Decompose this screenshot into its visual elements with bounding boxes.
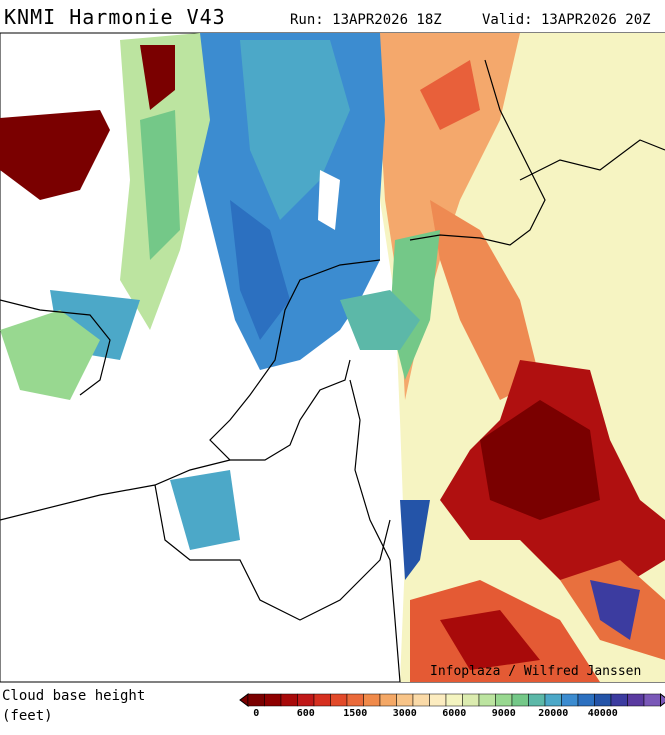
colorbar-swatch: [561, 693, 579, 707]
colorbar-swatch: [363, 693, 381, 707]
run-time: Run: 13APR2026 18Z: [290, 12, 442, 28]
colorbar-label: 9000: [492, 708, 516, 719]
colorbar-label: 0: [253, 708, 259, 719]
colorbar-swatch: [297, 693, 315, 707]
colorbar-swatch: [577, 693, 595, 707]
colorbar-arrow: [239, 693, 249, 707]
colorbar-swatch: [478, 693, 496, 707]
colorbar-label: 3000: [393, 708, 417, 719]
colorbar-swatch: [313, 693, 331, 707]
colorbar: 0 600 1500 3000 6000 9000 20000 40000: [239, 693, 665, 719]
colorbar-swatch: [264, 693, 282, 707]
colorbar-label: 1500: [343, 708, 367, 719]
colorbar-swatch: [379, 693, 397, 707]
legend-title: Cloud base height: [2, 688, 145, 704]
colorbar-label: 20000: [538, 708, 568, 719]
colorbar-swatch: [445, 693, 463, 707]
colorbar-swatch: [627, 693, 645, 707]
colorbar-swatch: [462, 693, 480, 707]
colorbar-swatch: [528, 693, 546, 707]
colorbar-swatch: [330, 693, 348, 707]
colorbar-swatch: [544, 693, 562, 707]
colorbar-swatch: [594, 693, 612, 707]
colorbar-swatch: [280, 693, 298, 707]
colorbar-swatch: [247, 693, 265, 707]
colorbar-swatch: [511, 693, 529, 707]
colorbar-swatch: [643, 693, 661, 707]
colorbar-swatch: [429, 693, 447, 707]
colorbar-label: 40000: [588, 708, 618, 719]
title: KNMI Harmonie V43: [4, 5, 226, 29]
colorbar-swatch: [412, 693, 430, 707]
credit: Infoplaza / Wilfred Janssen: [430, 664, 641, 679]
colorbar-arrow: [660, 693, 665, 707]
valid-time: Valid: 13APR2026 20Z: [482, 12, 651, 28]
colorbar-swatch: [346, 693, 364, 707]
colorbar-label: 6000: [442, 708, 466, 719]
colorbar-swatch: [396, 693, 414, 707]
colorbar-swatch: [495, 693, 513, 707]
map: Infoplaza / Wilfred Janssen: [0, 32, 665, 683]
colorbar-swatch: [610, 693, 628, 707]
colorbar-label: 600: [297, 708, 315, 719]
legend-unit: (feet): [2, 708, 53, 724]
